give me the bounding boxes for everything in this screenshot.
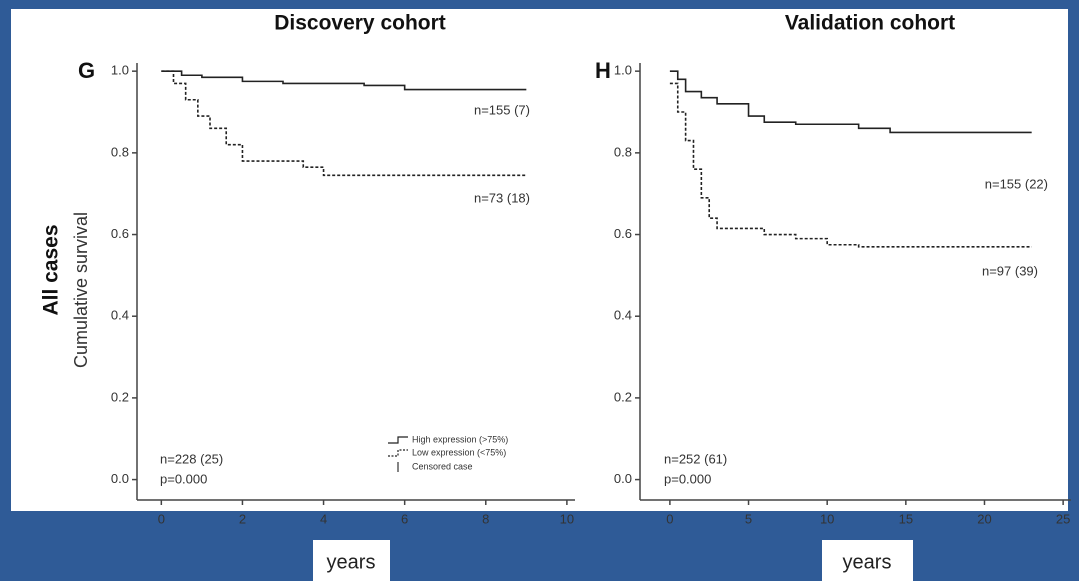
annotation: n=97 (39) bbox=[982, 263, 1038, 278]
panel-label: H bbox=[595, 58, 611, 83]
label-box bbox=[313, 540, 390, 581]
y-tick-label: 0.6 bbox=[614, 226, 632, 241]
y-axis-label: Cumulative survival bbox=[71, 212, 91, 368]
annotation: n=155 (7) bbox=[474, 102, 530, 117]
label-box bbox=[822, 540, 913, 581]
chart-title: Validation cohort bbox=[785, 12, 955, 35]
figure-area bbox=[11, 9, 1068, 511]
y-tick-label: 0.8 bbox=[111, 144, 129, 159]
x-axis-label: years bbox=[327, 551, 376, 573]
annotation: p=0.000 bbox=[160, 471, 207, 486]
legend-label: Censored case bbox=[412, 461, 473, 471]
y-tick-label: 1.0 bbox=[111, 63, 129, 78]
x-tick-label: 6 bbox=[401, 511, 408, 526]
x-tick-label: 8 bbox=[482, 511, 489, 526]
survival-curve bbox=[669, 82, 1032, 248]
survival-curve bbox=[669, 70, 1032, 134]
x-tick-label: 4 bbox=[320, 511, 327, 526]
survival-curve bbox=[161, 70, 527, 91]
x-tick-label: 2 bbox=[239, 511, 246, 526]
annotation: n=155 (22) bbox=[985, 176, 1048, 191]
y-tick-label: 1.0 bbox=[614, 63, 632, 78]
legend-label: Low expression (<75%) bbox=[412, 447, 506, 457]
x-axis-label: years bbox=[843, 551, 892, 573]
x-tick-label: 15 bbox=[899, 511, 913, 526]
x-tick-label: 0 bbox=[666, 511, 673, 526]
y-tick-label: 0.4 bbox=[614, 308, 632, 323]
y-tick-label: 0.0 bbox=[614, 471, 632, 486]
survival-curve bbox=[161, 70, 527, 177]
y-tick-label: 0.6 bbox=[111, 226, 129, 241]
y-tick-label: 0.8 bbox=[614, 144, 632, 159]
x-tick-label: 10 bbox=[820, 511, 834, 526]
x-tick-label: 10 bbox=[560, 511, 574, 526]
x-tick-label: 5 bbox=[745, 511, 752, 526]
x-tick-label: 25 bbox=[1056, 511, 1070, 526]
panel-label: G bbox=[78, 58, 95, 83]
y-tick-label: 0.2 bbox=[614, 389, 632, 404]
annotation: p=0.000 bbox=[664, 471, 711, 486]
annotation: n=73 (18) bbox=[474, 190, 530, 205]
y-tick-label: 0.0 bbox=[111, 471, 129, 486]
annotation: n=252 (61) bbox=[664, 451, 727, 466]
x-tick-label: 0 bbox=[158, 511, 165, 526]
legend-swatch bbox=[388, 436, 408, 444]
y-tick-label: 0.2 bbox=[111, 389, 129, 404]
legend-label: High expression (>75%) bbox=[412, 434, 508, 444]
row-label: All cases bbox=[40, 224, 63, 315]
chart-title: Discovery cohort bbox=[274, 12, 446, 35]
y-tick-label: 0.4 bbox=[111, 308, 129, 323]
legend-swatch bbox=[388, 449, 408, 457]
x-tick-label: 20 bbox=[977, 511, 991, 526]
annotation: n=228 (25) bbox=[160, 451, 223, 466]
